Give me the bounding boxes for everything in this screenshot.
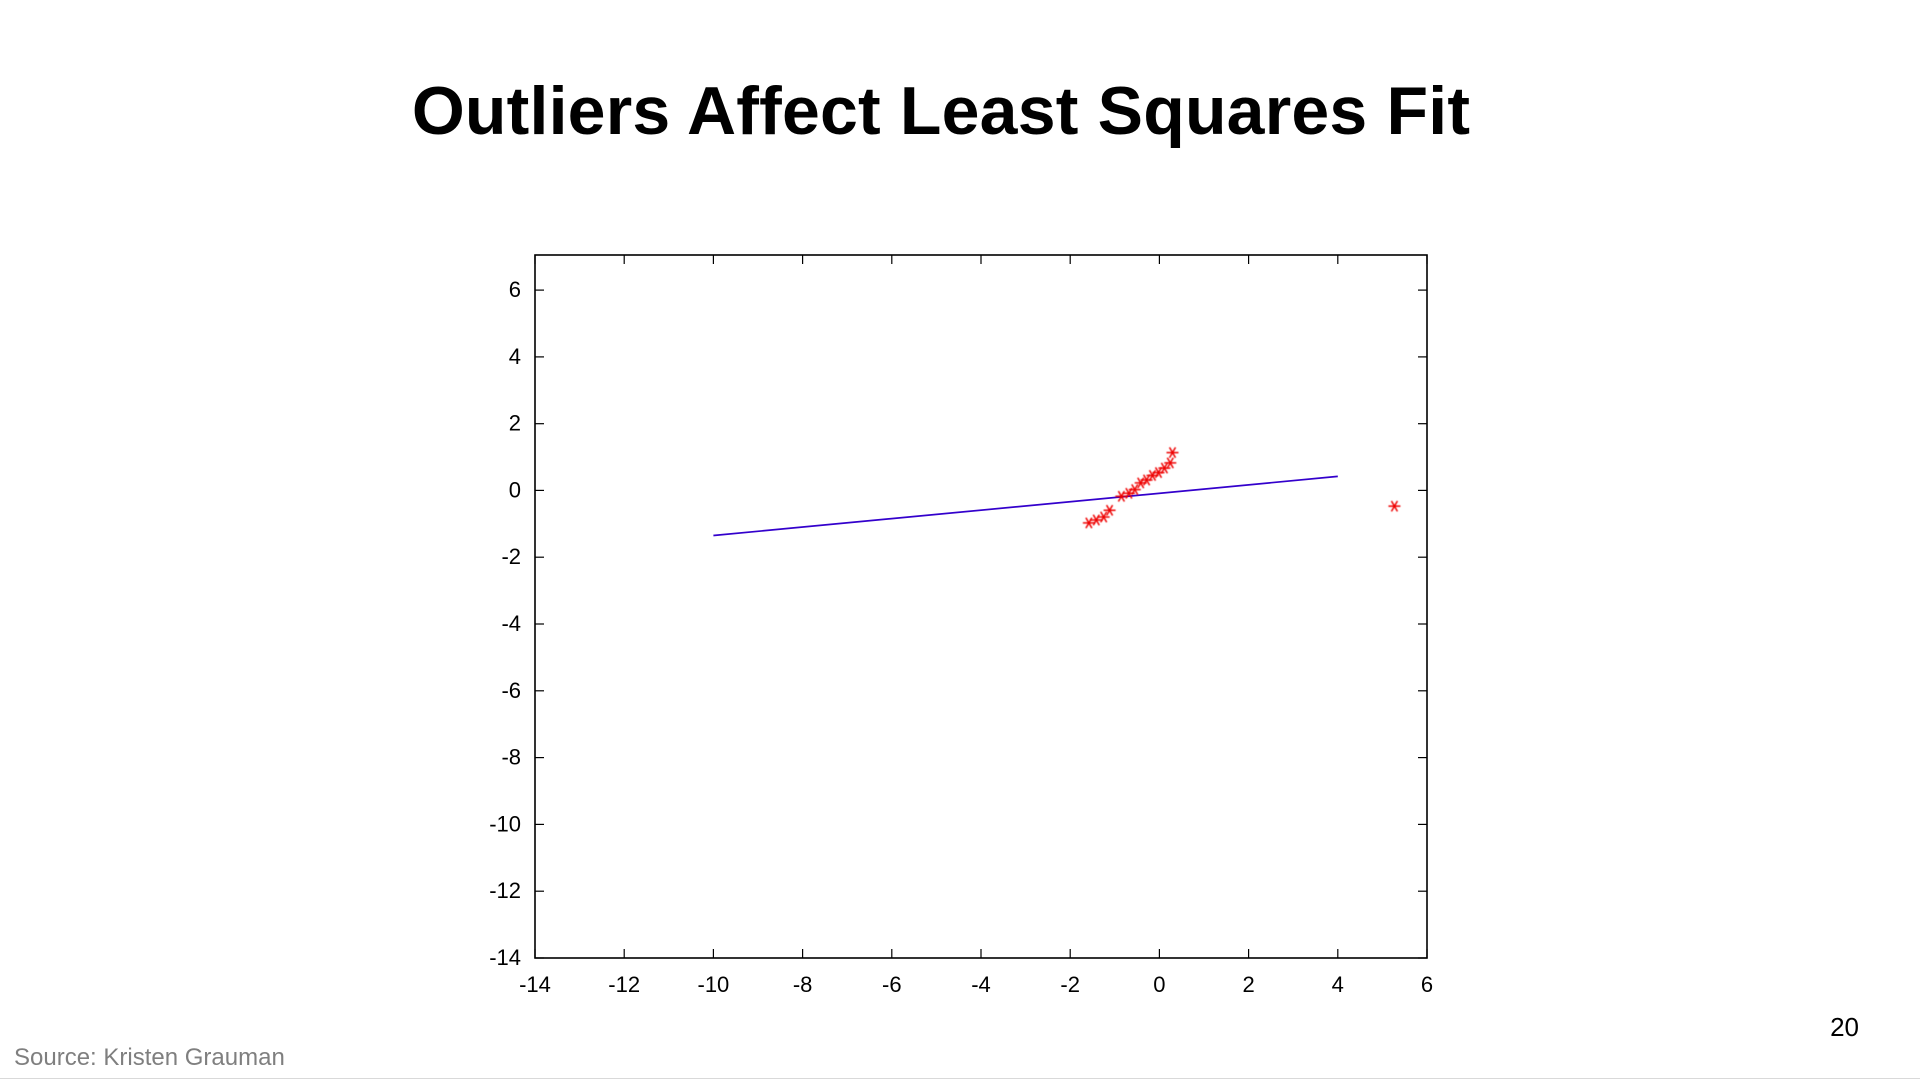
svg-text:-14: -14 bbox=[519, 972, 551, 997]
svg-text:-8: -8 bbox=[793, 972, 813, 997]
svg-text:0: 0 bbox=[509, 477, 521, 502]
svg-text:4: 4 bbox=[1332, 972, 1344, 997]
svg-text:-12: -12 bbox=[489, 878, 521, 903]
svg-text:6: 6 bbox=[1421, 972, 1433, 997]
svg-text:-4: -4 bbox=[971, 972, 991, 997]
svg-text:-2: -2 bbox=[501, 544, 521, 569]
svg-text:6: 6 bbox=[509, 277, 521, 302]
svg-text:2: 2 bbox=[509, 411, 521, 436]
svg-text:0: 0 bbox=[1153, 972, 1165, 997]
svg-text:-10: -10 bbox=[698, 972, 730, 997]
svg-text:-14: -14 bbox=[489, 945, 521, 970]
svg-text:-6: -6 bbox=[501, 678, 521, 703]
svg-text:4: 4 bbox=[509, 344, 521, 369]
svg-text:-12: -12 bbox=[608, 972, 640, 997]
svg-text:-4: -4 bbox=[501, 611, 521, 636]
svg-text:-6: -6 bbox=[882, 972, 902, 997]
svg-text:-10: -10 bbox=[489, 811, 521, 836]
svg-text:2: 2 bbox=[1242, 972, 1254, 997]
svg-text:-2: -2 bbox=[1060, 972, 1080, 997]
svg-text:-8: -8 bbox=[501, 745, 521, 770]
